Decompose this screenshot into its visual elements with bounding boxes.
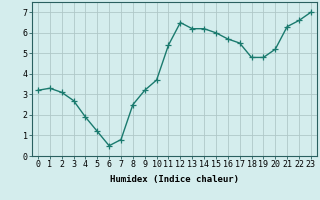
X-axis label: Humidex (Indice chaleur): Humidex (Indice chaleur) [110,175,239,184]
